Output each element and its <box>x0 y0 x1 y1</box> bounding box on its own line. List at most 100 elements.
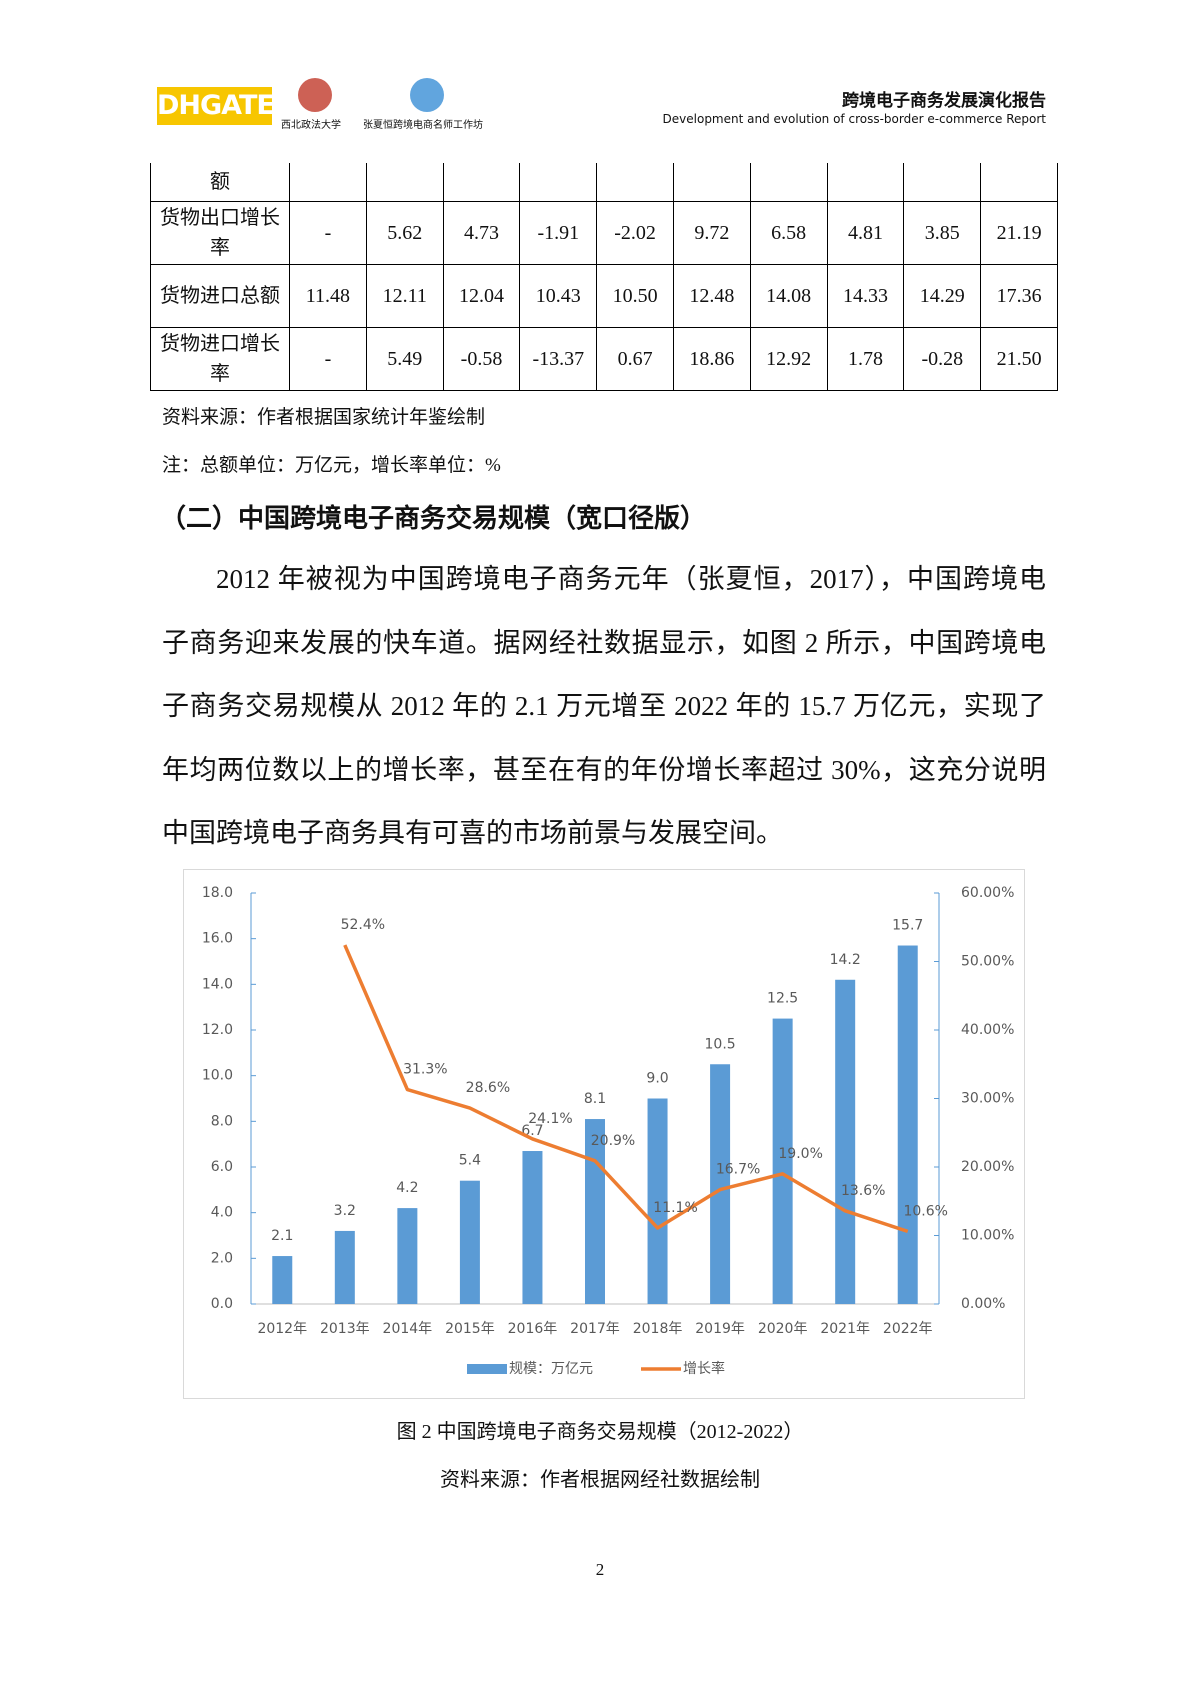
y-tick-label: 12.0 <box>202 1022 233 1038</box>
row-header: 货物出口增长率 <box>150 201 290 265</box>
table-cell <box>519 163 598 202</box>
row-header: 货物进口增长率 <box>150 327 290 391</box>
paragraph: 2012 年被视为中国跨境电子商务元年（张夏恒，2017），中国跨境电子商务迎来… <box>162 564 1046 848</box>
line-label: 52.4% <box>341 917 385 933</box>
table-cell <box>903 163 982 202</box>
table-cell <box>749 163 828 202</box>
x-tick-label: 2021年 <box>820 1321 870 1337</box>
studio-name: 张夏恒跨境电商名师工作坊 <box>363 120 483 131</box>
bar <box>459 1180 480 1304</box>
bar-label: 9.0 <box>646 1071 668 1087</box>
bar-label: 3.2 <box>334 1203 356 1219</box>
row-header: 额 <box>150 163 290 202</box>
table-cell: 6.58 <box>749 201 828 265</box>
x-tick-label: 2016年 <box>508 1321 558 1337</box>
table-cell: 0.67 <box>596 327 674 391</box>
bar <box>835 979 856 1304</box>
y-tick-label: 0.0 <box>211 1296 233 1312</box>
table-note: 注：总额单位：万亿元，增长率单位：% <box>162 455 501 476</box>
legend-label: 增长率 <box>683 1360 725 1377</box>
table-cell: 21.50 <box>980 327 1058 391</box>
table-cell: -0.28 <box>903 327 982 391</box>
chart: 0.0 2.0 4.0 6.0 8.0 10.0 12.0 14.0 16.0 18.0 0.00%… <box>183 869 1025 1399</box>
row-header: 货物进口总额 <box>150 264 290 328</box>
y-tick-label: 18.0 <box>202 885 233 901</box>
x-tick-label: 2018年 <box>633 1321 683 1337</box>
line <box>343 944 909 1234</box>
university-name: 西北政法大学 <box>281 120 341 131</box>
bar-label: 10.5 <box>705 1036 736 1052</box>
table-cell <box>826 163 905 202</box>
table-cell <box>980 163 1058 202</box>
y-tick-label: 4.0 <box>211 1205 233 1221</box>
header-subtitle: Development and evolution of cross-borde… <box>662 112 1046 126</box>
x-tick-label: 2017年 <box>570 1321 620 1337</box>
table-cell: 12.48 <box>672 264 751 328</box>
bar <box>772 1018 793 1304</box>
table-cell: 10.43 <box>519 264 598 328</box>
y2-tick-label: 50.00% <box>961 954 1014 970</box>
bar-label: 15.7 <box>892 918 923 934</box>
y-tick-label: 16.0 <box>202 931 233 947</box>
table-row: 额 <box>150 163 1058 202</box>
table-cell: -0.58 <box>442 327 521 391</box>
line-label: 13.6% <box>841 1183 885 1199</box>
bar <box>272 1256 293 1304</box>
x-tick-label: 2015年 <box>445 1321 495 1337</box>
table-cell: - <box>289 327 367 391</box>
table-cell: 11.48 <box>289 264 367 328</box>
line-label: 19.0% <box>778 1146 822 1162</box>
table-cell <box>365 163 444 202</box>
emblem <box>298 78 332 112</box>
table-source: 资料来源：作者根据国家统计年鉴绘制 <box>162 407 486 428</box>
bar-label: 12.5 <box>767 991 798 1007</box>
table-row: 货物出口增长率 -5.62 4.73 -1.91 -2.02 9.72 6.58 4.81 3.… <box>150 201 1058 265</box>
x-tick-label: 2013年 <box>320 1321 370 1337</box>
legend-swatch <box>467 1364 507 1374</box>
y2-tick-label: 20.00% <box>961 1159 1014 1175</box>
y2-tick-label: 40.00% <box>961 1022 1014 1038</box>
figure-source: 资料来源：作者根据网经社数据绘制 <box>440 1469 760 1491</box>
y2-tick-label: 0.00% <box>961 1296 1005 1312</box>
table-cell: 17.36 <box>980 264 1058 328</box>
bar-label: 14.2 <box>830 952 861 968</box>
table-cell: 12.11 <box>365 264 444 328</box>
y2-tick-label: 60.00% <box>961 885 1014 901</box>
line-label: 10.6% <box>903 1203 947 1219</box>
page-number: 2 <box>595 1560 605 1579</box>
table-cell: 1.78 <box>826 327 905 391</box>
table-cell <box>442 163 521 202</box>
line-label: 20.9% <box>591 1133 635 1149</box>
x-tick-label: 2014年 <box>383 1321 433 1337</box>
bar-label: 4.2 <box>396 1180 418 1196</box>
table-cell: 14.08 <box>749 264 828 328</box>
y-tick-label: 6.0 <box>211 1159 233 1175</box>
x-tick-label: 2020年 <box>758 1321 808 1337</box>
header-title: 跨境电子商务发展演化报告 <box>842 91 1046 111</box>
figure-caption: 图 2 中国跨境电子商务交易规模（2012-2022） <box>396 1421 804 1443</box>
y2-tick-label: 30.00% <box>961 1091 1014 1107</box>
y-tick-label: 2.0 <box>211 1250 233 1266</box>
y2-tick-label: 10.00% <box>961 1228 1014 1244</box>
y-tick-label: 14.0 <box>202 976 233 992</box>
table-cell: 5.62 <box>365 201 444 265</box>
table-cell: -13.37 <box>519 327 598 391</box>
legend-label: 规模：万亿元 <box>509 1361 593 1377</box>
table-cell <box>289 163 367 202</box>
y-tick-label: 10.0 <box>202 1068 233 1084</box>
x-tick-label: 2022年 <box>883 1321 933 1337</box>
table-cell <box>672 163 751 202</box>
table-cell: 18.86 <box>672 327 751 391</box>
table-cell: 21.19 <box>980 201 1058 265</box>
bar-label: 8.1 <box>584 1091 606 1107</box>
table-row: 货物进口增长率 -5.49 -0.58 -13.37 0.67 18.86 12.92 1.7… <box>150 327 1058 391</box>
y-tick-label: 8.0 <box>211 1113 233 1129</box>
emblem <box>410 78 444 112</box>
table-cell <box>596 163 674 202</box>
bar <box>710 1064 731 1304</box>
bar <box>334 1230 355 1304</box>
bar <box>522 1151 543 1304</box>
line-label: 11.1% <box>653 1200 697 1216</box>
table-cell: 12.92 <box>749 327 828 391</box>
